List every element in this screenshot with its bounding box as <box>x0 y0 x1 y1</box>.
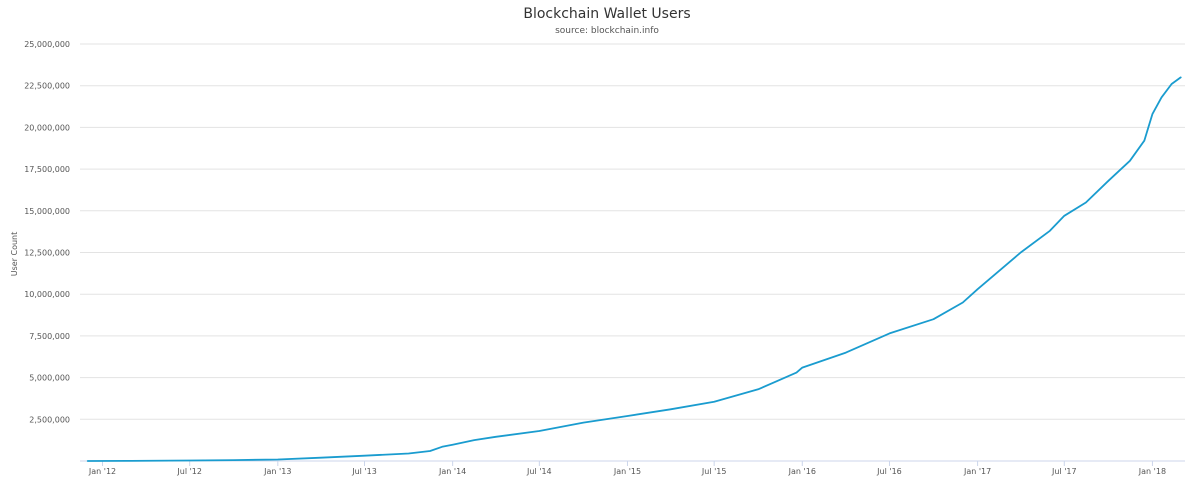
x-axis-ticks: Jan '12 Jul '12 Jan '13 Jul '13 Jan '14 Jul '… <box>88 461 1166 476</box>
y-tick-label: 12,500,000 <box>24 249 70 258</box>
y-tick-label: 15,000,000 <box>24 207 70 216</box>
x-tick-label: Jan '12 <box>88 467 116 476</box>
gridlines <box>80 43 1185 420</box>
series-group <box>86 76 1182 462</box>
x-tick-label: Jan '14 <box>438 467 466 476</box>
y-axis-label: User Count <box>10 232 19 277</box>
series-line-0 <box>86 76 1182 462</box>
x-tick-label: Jul '16 <box>876 467 902 476</box>
chart-title: Blockchain Wallet Users <box>523 6 690 22</box>
y-axis-ticks: 2,500,000 5,000,000 7,500,000 10,000,000 12,… <box>24 40 70 424</box>
y-tick-label: 7,500,000 <box>29 332 70 341</box>
chart-subtitle: source: blockchain.info <box>555 26 659 36</box>
x-tick-label: Jul '15 <box>701 467 727 476</box>
x-tick-label: Jul '13 <box>351 467 377 476</box>
x-tick-label: Jan '15 <box>613 467 641 476</box>
x-tick-label: Jan '17 <box>963 467 991 476</box>
x-tick-label: Jul '17 <box>1051 467 1077 476</box>
y-tick-label: 10,000,000 <box>24 290 70 299</box>
x-tick-label: Jan '16 <box>788 467 816 476</box>
y-tick-label: 22,500,000 <box>24 82 70 91</box>
y-tick-label: 5,000,000 <box>29 374 70 383</box>
y-tick-label: 25,000,000 <box>24 40 70 49</box>
y-tick-label: 20,000,000 <box>24 123 70 132</box>
x-tick-label: Jul '12 <box>176 467 202 476</box>
x-tick-label: Jan '13 <box>263 467 291 476</box>
x-tick-label: Jul '14 <box>526 467 552 476</box>
x-tick-label: Jan '18 <box>1138 467 1166 476</box>
y-tick-label: 17,500,000 <box>24 165 70 174</box>
y-tick-label: 2,500,000 <box>29 415 70 424</box>
